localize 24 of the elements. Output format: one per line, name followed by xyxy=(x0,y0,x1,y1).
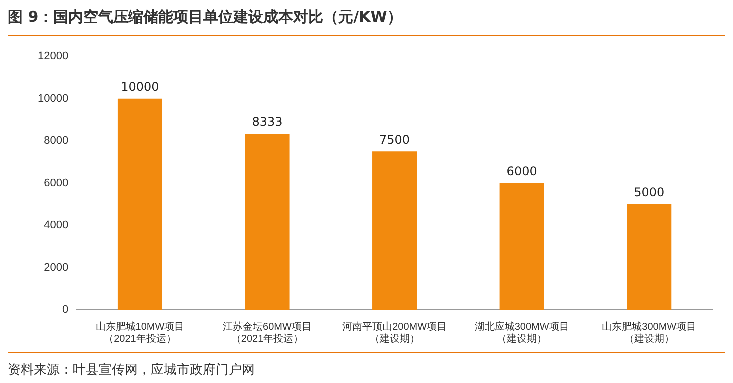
data-label: 5000 xyxy=(634,186,665,200)
bar xyxy=(500,183,544,310)
data-label: 10000 xyxy=(121,80,160,94)
data-label: 8333 xyxy=(252,115,283,130)
data-label: 7500 xyxy=(380,132,410,147)
data-label: 6000 xyxy=(506,164,538,178)
y-tick-label: 8000 xyxy=(44,135,69,148)
y-tick-label: 12000 xyxy=(38,50,69,63)
x-tick-label: 湖北应城300MW项目（建设期） xyxy=(474,320,570,345)
bar xyxy=(118,98,163,310)
bar xyxy=(245,134,290,310)
x-tick-label: 山东肥城300MW项目（建设期） xyxy=(602,320,697,345)
x-tick-label: 山东肥城10MW项目（2021年投运） xyxy=(96,320,185,345)
y-tick-label: 10000 xyxy=(38,92,69,105)
y-tick-label: 2000 xyxy=(44,262,69,274)
y-tick-label: 0 xyxy=(62,304,69,316)
y-tick-label: 4000 xyxy=(44,220,69,232)
y-tick-label: 6000 xyxy=(44,177,69,190)
bar xyxy=(627,204,672,310)
x-tick-label: 河南平顶山200MW项目（建设期） xyxy=(342,320,448,345)
bar xyxy=(372,152,418,310)
text: 资料来源：叶县宣传网，应城市政府门户网 xyxy=(8,352,725,379)
chart-title: 图 9：国内空气压缩储能项目单位建设成本对比（元/KW） xyxy=(8,8,725,36)
x-tick-label: 江苏金坛60MW项目（2021年投运） xyxy=(223,320,312,345)
